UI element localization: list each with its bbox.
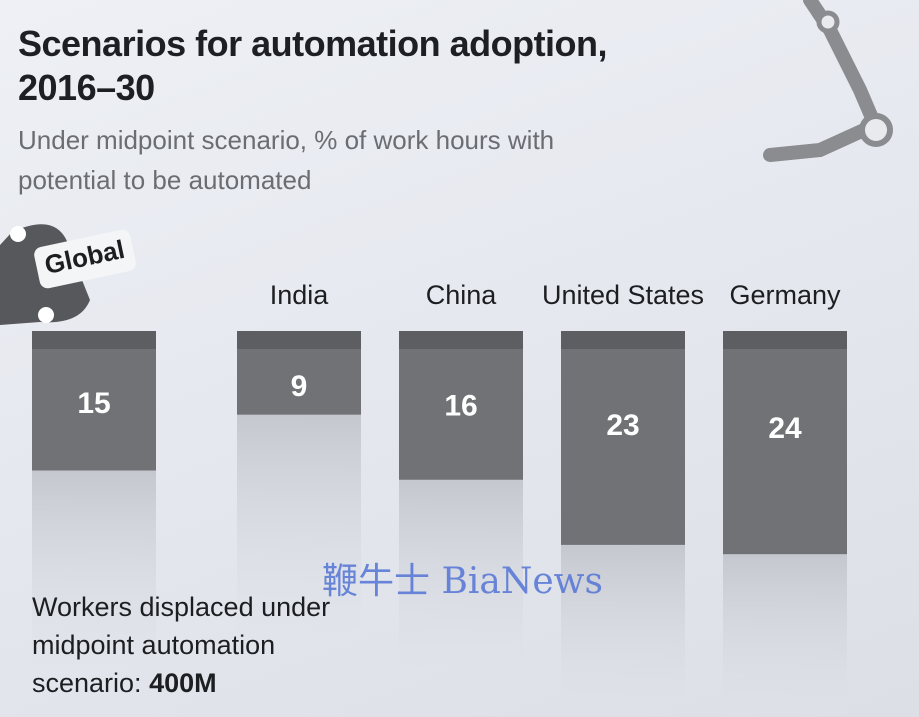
value-label: 24: [768, 412, 802, 445]
value-label: 16: [444, 390, 477, 423]
bar: [399, 331, 523, 480]
tag-label-bg: [34, 229, 136, 289]
bar-reflection: [561, 544, 685, 710]
category-label: Germany: [729, 280, 841, 310]
bar-reflection: [237, 414, 361, 632]
bar-cap: [723, 331, 847, 349]
category-label: China: [426, 280, 498, 310]
arm-joint: [859, 113, 893, 147]
annotation: Workers displaced under midpoint automat…: [32, 588, 372, 702]
bar-reflection: [399, 479, 523, 671]
annotation-value: 400M: [149, 668, 217, 698]
chart-title: Scenarios for automation adoption, 2016–…: [18, 23, 608, 108]
category-label: India: [270, 280, 330, 310]
bar: [561, 331, 685, 545]
value-label: 15: [77, 387, 110, 420]
arm-joint: [816, 10, 840, 34]
value-label: 23: [606, 409, 639, 442]
global-tag: [0, 224, 136, 325]
bar: [32, 331, 156, 471]
category-label: United States: [542, 280, 704, 310]
bar-reflection: [723, 554, 847, 715]
value-label: 9: [291, 370, 308, 403]
bar-cap: [237, 331, 361, 349]
annotation-text: Workers displaced under midpoint automat…: [32, 592, 331, 698]
bar-cap: [32, 331, 156, 349]
bar-cap: [399, 331, 523, 349]
tag-dot: [38, 307, 54, 323]
robot-arm: [763, 0, 893, 162]
bar-cap: [561, 331, 685, 349]
bar: [723, 331, 847, 555]
tag-dot: [10, 226, 26, 242]
watermark: 鞭牛士 BiaNews: [322, 561, 603, 602]
chart-subtitle: Under midpoint scenario, % of work hours…: [18, 125, 555, 195]
bar-reflection: [32, 470, 156, 665]
